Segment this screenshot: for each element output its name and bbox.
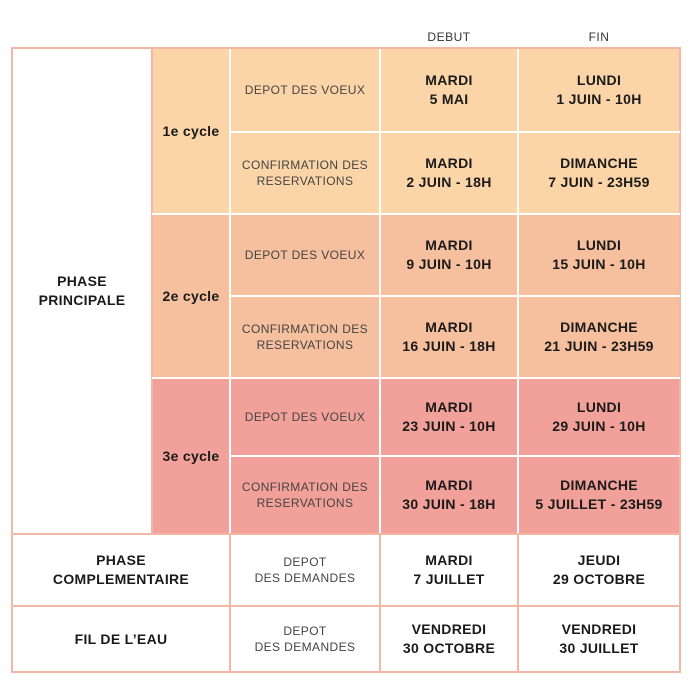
step-line2: RESERVATIONS <box>256 496 354 510</box>
date-value: 23 JUIN - 10H <box>402 418 496 434</box>
date-day: VENDREDI <box>561 621 637 637</box>
date-day: MARDI <box>425 319 473 335</box>
date-day: LUNDI <box>576 72 622 88</box>
date-value: 9 JUIN - 10H <box>406 256 492 272</box>
phase-principale-label: PHASE PRINCIPALE <box>12 48 152 534</box>
header-debut: DEBUT <box>427 30 471 44</box>
cycle-2-confirmation-debut: MARDI 16 JUIN - 18H <box>380 296 518 378</box>
cycle-3-confirmation-fin: DIMANCHE 5 JUILLET - 23H59 <box>518 456 680 534</box>
date-day: LUNDI <box>576 399 622 415</box>
date-day: MARDI <box>425 399 473 415</box>
phase-principale-line1: PHASE <box>57 273 107 289</box>
date-value: 15 JUIN - 10H <box>552 256 646 272</box>
phase-complementaire-line2: COMPLEMENTAIRE <box>52 571 190 587</box>
date-day: DIMANCHE <box>560 477 638 493</box>
cycle-2-confirmation: CONFIRMATION DES RESERVATIONS <box>230 296 380 378</box>
cycle-1-label: 1e cycle <box>162 122 220 139</box>
cycle-3-confirmation: CONFIRMATION DES RESERVATIONS <box>230 456 380 534</box>
phase-complementaire-step: DEPOT DES DEMANDES <box>230 534 380 606</box>
step-line1: DEPOT <box>283 624 327 638</box>
cycle-1-confirmation: CONFIRMATION DES RESERVATIONS <box>230 132 380 214</box>
date-day: VENDREDI <box>411 621 487 637</box>
cycle-2-depot-debut: MARDI 9 JUIN - 10H <box>380 214 518 296</box>
date-value: 7 JUILLET <box>413 571 485 587</box>
fil-de-leau-fin: VENDREDI 30 JUILLET <box>518 606 680 672</box>
cycle-1-depot-voeux: DEPOT DES VOEUX <box>244 83 366 97</box>
step-line1: CONFIRMATION DES <box>241 158 369 172</box>
fil-de-leau-step: DEPOT DES DEMANDES <box>230 606 380 672</box>
date-value: 5 MAI <box>429 91 469 107</box>
cycle-2-confirmation-fin: DIMANCHE 21 JUIN - 23H59 <box>518 296 680 378</box>
cycle-1-depot-debut: MARDI 5 MAI <box>380 48 518 132</box>
date-day: DIMANCHE <box>560 155 638 171</box>
cycle-3-confirmation-debut: MARDI 30 JUIN - 18H <box>380 456 518 534</box>
date-value: 16 JUIN - 18H <box>402 338 496 354</box>
step-line1: CONFIRMATION DES <box>241 322 369 336</box>
cycle-3-depot-voeux: DEPOT DES VOEUX <box>244 410 366 424</box>
step-line2: RESERVATIONS <box>256 338 354 352</box>
date-value: 30 JUIN - 18H <box>402 496 496 512</box>
step-line2: DES DEMANDES <box>254 640 356 654</box>
date-value: 30 JUILLET <box>559 640 639 656</box>
cycle-1-confirmation-fin: DIMANCHE 7 JUIN - 23H59 <box>518 132 680 214</box>
date-day: MARDI <box>425 552 473 568</box>
cycle-1-confirmation-debut: MARDI 2 JUIN - 18H <box>380 132 518 214</box>
date-day: JEUDI <box>577 552 621 568</box>
cycle-3-depot-debut: MARDI 23 JUIN - 10H <box>380 378 518 456</box>
cycle-3-label: 3e cycle <box>162 447 220 464</box>
date-day: MARDI <box>425 477 473 493</box>
header-fin: FIN <box>588 30 610 44</box>
date-value: 7 JUIN - 23H59 <box>548 174 650 190</box>
cycle-1-depot-fin: LUNDI 1 JUIN - 10H <box>518 48 680 132</box>
date-day: MARDI <box>425 72 473 88</box>
phase-principale-line2: PRINCIPALE <box>38 292 126 308</box>
date-value: 30 OCTOBRE <box>402 640 496 656</box>
phase-complementaire-fin: JEUDI 29 OCTOBRE <box>518 534 680 606</box>
step-line1: CONFIRMATION DES <box>241 480 369 494</box>
cycle-2-depot-voeux: DEPOT DES VOEUX <box>244 248 366 262</box>
date-day: DIMANCHE <box>560 319 638 335</box>
step-line2: RESERVATIONS <box>256 174 354 188</box>
date-day: MARDI <box>425 237 473 253</box>
date-value: 1 JUIN - 10H <box>556 91 642 107</box>
date-value: 21 JUIN - 23H59 <box>544 338 654 354</box>
date-value: 29 JUIN - 10H <box>552 418 646 434</box>
step-line1: DEPOT <box>283 555 327 569</box>
phase-complementaire-label: PHASE COMPLEMENTAIRE <box>12 534 230 606</box>
phase-complementaire-line1: PHASE <box>96 552 146 568</box>
fil-de-leau-label: FIL DE L’EAU <box>74 630 168 647</box>
cycle-2-depot-fin: LUNDI 15 JUIN - 10H <box>518 214 680 296</box>
date-value: 2 JUIN - 18H <box>406 174 492 190</box>
date-value: 5 JUILLET - 23H59 <box>535 496 663 512</box>
cycle-3-depot-fin: LUNDI 29 JUIN - 10H <box>518 378 680 456</box>
date-day: LUNDI <box>576 237 622 253</box>
date-day: MARDI <box>425 155 473 171</box>
phase-complementaire-debut: MARDI 7 JUILLET <box>380 534 518 606</box>
step-line2: DES DEMANDES <box>254 571 356 585</box>
cycle-2-label: 2e cycle <box>162 287 220 304</box>
fil-de-leau-debut: VENDREDI 30 OCTOBRE <box>380 606 518 672</box>
date-value: 29 OCTOBRE <box>552 571 646 587</box>
